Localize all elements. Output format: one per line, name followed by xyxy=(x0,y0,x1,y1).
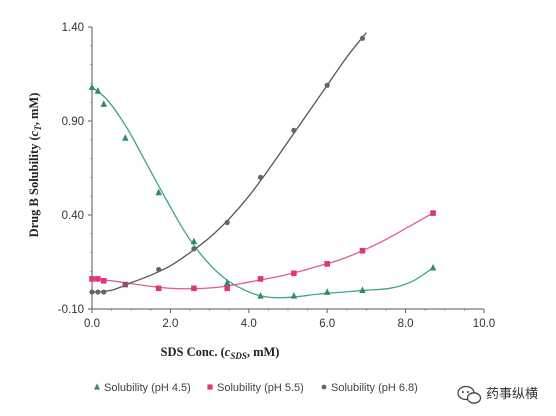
wechat-icon xyxy=(457,385,482,404)
point-ph45 xyxy=(155,188,162,196)
point-ph68 xyxy=(224,219,230,226)
point-ph68 xyxy=(95,289,101,295)
point-ph45 xyxy=(290,292,298,299)
y-tick-label: 0.90 xyxy=(62,116,84,128)
point-ph68 xyxy=(291,127,297,133)
point-ph68 xyxy=(156,266,162,273)
watermark-text: 药事纵横 xyxy=(486,387,538,402)
point-ph45 xyxy=(190,237,198,245)
y-axis-title-prefix: Drug B Solubility ( xyxy=(27,136,41,237)
x-axis-title-subscript: SDS xyxy=(230,351,247,361)
y-axis-title-suffix: , mM) xyxy=(27,93,41,126)
y-axis-title-variable: c xyxy=(27,130,41,136)
legend-marker-ph55 xyxy=(207,384,213,390)
point-ph45 xyxy=(429,263,437,271)
point-ph45 xyxy=(100,100,107,107)
point-ph45 xyxy=(257,292,264,299)
point-ph55 xyxy=(291,270,297,277)
x-tick-label: 6.0 xyxy=(319,318,335,330)
legend-label-ph45: Solubility (pH 4.5) xyxy=(104,382,191,394)
x-tick-label: 2.0 xyxy=(162,318,178,330)
point-ph55 xyxy=(100,278,107,284)
x-axis-title-variable: c xyxy=(225,345,231,359)
x-axis-title: SDS Conc. (cSDS, mM) xyxy=(161,345,280,361)
y-axis-title: Drug B Solubility (cT, mM) xyxy=(27,93,43,238)
point-ph68 xyxy=(324,82,330,88)
point-ph55 xyxy=(430,210,436,216)
point-ph68 xyxy=(122,281,128,288)
point-ph68 xyxy=(191,246,197,252)
x-tick-label: 8.0 xyxy=(398,318,414,330)
point-ph68 xyxy=(101,289,107,295)
x-tick-label: 4.0 xyxy=(241,318,257,330)
point-ph68 xyxy=(89,289,95,295)
legend-marker-ph45 xyxy=(94,383,100,390)
point-ph45 xyxy=(94,87,102,94)
point-ph68 xyxy=(257,174,264,180)
legend-label-ph68: Solubility (pH 6.8) xyxy=(331,382,418,394)
point-ph55 xyxy=(324,261,330,267)
y-axis-title-subscript: T xyxy=(33,125,43,131)
axes: -0.10 0.40 0.90 1.40 0.0 2.0 4.0 6.0 8.0 10.0 xyxy=(58,22,495,330)
y-tick-label: 1.40 xyxy=(62,22,84,34)
data-markers xyxy=(88,35,437,299)
legend-marker-ph68 xyxy=(321,384,327,390)
curve-ph45 xyxy=(91,86,434,299)
point-ph55 xyxy=(359,247,366,254)
point-ph45 xyxy=(324,288,331,295)
x-axis-title-prefix: SDS Conc. ( xyxy=(161,345,225,359)
point-ph55 xyxy=(257,276,264,282)
legend-label-ph55: Solubility (pH 5.5) xyxy=(217,382,304,394)
point-ph68 xyxy=(359,35,366,41)
point-ph55 xyxy=(95,276,101,282)
legend: Solubility (pH 4.5) Solubility (pH 5.5) So… xyxy=(94,382,418,394)
point-ph45 xyxy=(359,286,366,293)
x-axis-title-suffix: , mM) xyxy=(247,345,280,359)
y-tick-label: -0.10 xyxy=(58,304,84,316)
curves xyxy=(91,32,434,299)
x-tick-label: 0.0 xyxy=(84,318,100,330)
point-ph55 xyxy=(155,285,162,292)
point-ph45 xyxy=(122,134,129,141)
watermark: 药事纵横 xyxy=(457,385,538,404)
point-ph55 xyxy=(224,285,231,292)
curve-ph68 xyxy=(91,32,367,293)
y-tick-label: 0.40 xyxy=(62,210,84,222)
point-ph55 xyxy=(191,285,197,292)
point-ph45 xyxy=(224,278,231,286)
point-ph55 xyxy=(89,276,95,282)
x-tick-label: 10.0 xyxy=(473,318,495,330)
point-ph45 xyxy=(88,83,96,90)
